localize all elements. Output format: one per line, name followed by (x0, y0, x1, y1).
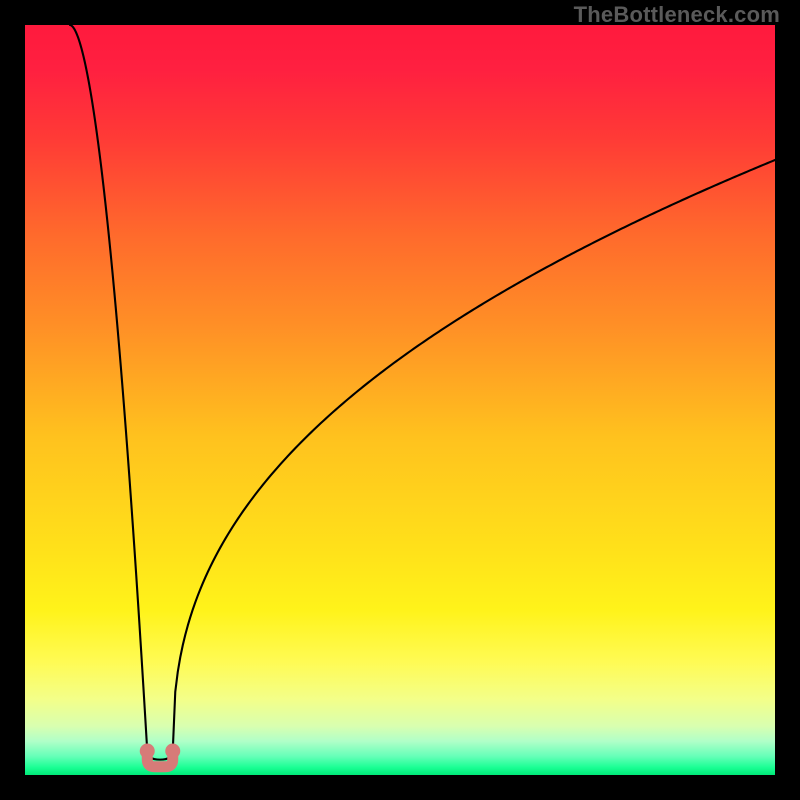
curve-layer (25, 25, 775, 775)
valley-marker-right (165, 744, 180, 759)
valley-marker-left (140, 744, 155, 759)
curve-left-branch (70, 25, 147, 751)
curve-right-branch (173, 160, 775, 751)
plot-area (25, 25, 775, 775)
watermark-text: TheBottleneck.com (574, 2, 780, 28)
